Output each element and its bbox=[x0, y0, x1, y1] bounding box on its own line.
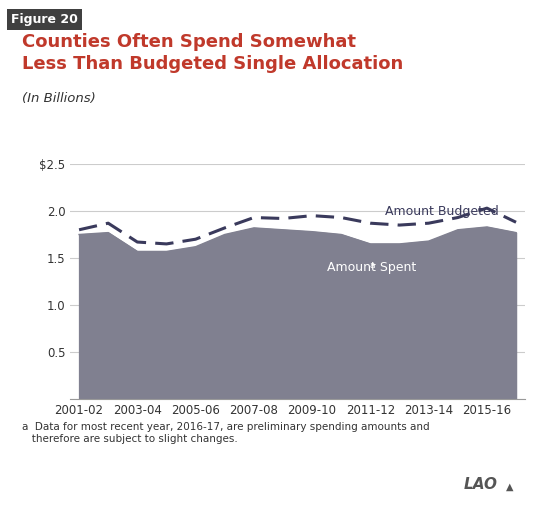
Text: LAO: LAO bbox=[464, 477, 498, 492]
Text: Figure 20: Figure 20 bbox=[11, 13, 78, 26]
Text: (In Billions): (In Billions) bbox=[22, 92, 95, 105]
Text: ▲: ▲ bbox=[506, 481, 513, 492]
Text: Amount Spent: Amount Spent bbox=[327, 261, 416, 274]
Text: a: a bbox=[370, 261, 375, 270]
Text: a  Data for most recent year, 2016-17, are preliminary spending amounts and
   t: a Data for most recent year, 2016-17, ar… bbox=[22, 422, 429, 444]
Text: Amount Budgeted: Amount Budgeted bbox=[385, 205, 499, 219]
Text: Counties Often Spend Somewhat
Less Than Budgeted Single Allocation: Counties Often Spend Somewhat Less Than … bbox=[22, 33, 403, 74]
